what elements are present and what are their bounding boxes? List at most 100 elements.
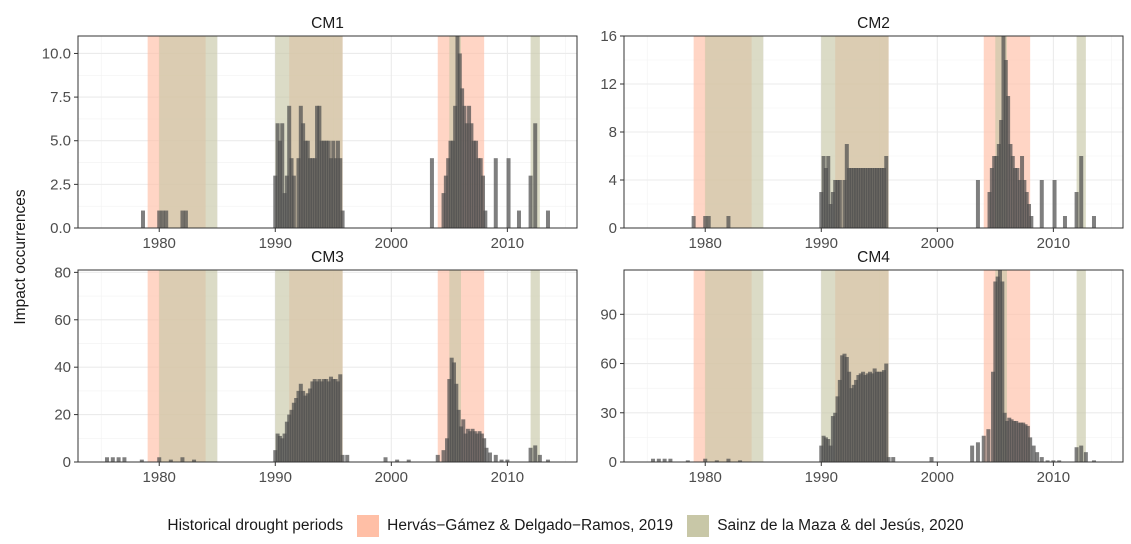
impact-bar	[333, 379, 338, 462]
impact-bar	[996, 144, 1001, 228]
impact-bar	[1014, 420, 1019, 462]
impact-bar	[277, 435, 282, 462]
impact-bar	[886, 457, 891, 462]
legend-item-sainz: Sainz de la Maza & del Jesús, 2020	[687, 515, 964, 537]
impact-bar	[837, 379, 842, 462]
impact-bar	[478, 158, 483, 228]
impact-bar	[826, 156, 831, 228]
y-tick-label: 5.0	[50, 133, 71, 150]
impact-bar	[139, 459, 144, 462]
impact-bar	[1004, 420, 1009, 462]
impact-bar	[463, 433, 468, 462]
impact-bar	[1083, 452, 1088, 462]
impact-bar	[849, 168, 854, 228]
impact-bar	[487, 452, 492, 462]
impact-bar	[273, 450, 278, 462]
impact-bar	[830, 416, 835, 462]
impact-bar	[1051, 460, 1056, 462]
impact-bar	[324, 379, 329, 462]
impact-bar	[870, 168, 875, 228]
impact-bar	[1000, 281, 1005, 462]
impact-bar	[310, 158, 315, 228]
panel-cm1: CM1 0.0 2.5 5.0 7.5 10.0 1980 1990 2000 2010	[42, 15, 578, 252]
y-tick-label: 80	[54, 264, 71, 281]
impact-bar	[465, 428, 470, 462]
impact-bar	[714, 460, 719, 462]
impact-bar	[863, 168, 868, 228]
impact-bar	[183, 210, 188, 228]
impact-bar	[303, 395, 308, 462]
impact-bar	[331, 379, 336, 462]
x-tick-label: 2010	[491, 469, 524, 486]
impact-bar	[456, 409, 461, 462]
impact-bar	[891, 457, 896, 462]
x-tick-label: 1990	[805, 235, 838, 252]
impact-bar	[874, 371, 879, 462]
impact-bar	[865, 373, 870, 462]
impact-bar	[1062, 216, 1067, 228]
impact-bar	[479, 433, 484, 462]
impact-bar	[469, 123, 474, 228]
impact-bar	[840, 355, 845, 462]
impact-bar	[1007, 417, 1012, 462]
impact-bar	[335, 140, 340, 228]
impact-bar	[881, 370, 886, 462]
impact-bar	[340, 210, 345, 228]
impact-bar	[545, 210, 550, 228]
impact-bar	[1027, 204, 1032, 228]
impact-bar	[842, 353, 847, 462]
legend-title: Historical drought periods	[167, 517, 344, 534]
impact-bar	[1025, 425, 1030, 462]
impact-bar	[1045, 460, 1050, 462]
impact-bar	[884, 363, 889, 462]
impact-bar	[446, 158, 451, 228]
impact-bar	[868, 168, 873, 228]
y-axis-label: Impact occurrences	[12, 189, 29, 324]
legend-swatch-herva	[357, 515, 380, 537]
drought-period-band	[705, 36, 764, 228]
impact-bar	[1029, 216, 1034, 228]
impact-bar	[685, 460, 690, 462]
impact-bar	[305, 393, 310, 462]
y-tick-label: 90	[600, 306, 617, 323]
impact-bar	[406, 459, 411, 462]
impact-bar	[1003, 60, 1008, 228]
drought-period-band	[530, 270, 540, 462]
impact-bar	[450, 140, 455, 228]
impact-bar	[865, 168, 870, 228]
impact-bar	[994, 156, 999, 228]
impact-bar	[1057, 460, 1062, 462]
impact-bar	[533, 445, 538, 462]
impact-bar	[1020, 156, 1025, 228]
impact-bar	[1024, 192, 1029, 228]
impact-bar	[462, 105, 467, 228]
impact-bar	[458, 426, 463, 462]
impact-bar	[168, 459, 173, 462]
drought-period-band	[1076, 36, 1086, 228]
impact-bar	[851, 168, 856, 228]
impact-bar	[844, 144, 849, 228]
impact-bar	[282, 433, 287, 462]
impact-bar	[289, 409, 294, 462]
impact-bar	[277, 140, 282, 228]
impact-bar	[726, 216, 731, 228]
impact-bar	[1079, 156, 1084, 228]
impact-bar	[280, 123, 285, 228]
panel-title-cm1: CM1	[311, 15, 344, 32]
impact-bar	[284, 421, 289, 462]
x-tick-label: 1990	[259, 469, 292, 486]
impact-bar	[842, 180, 847, 228]
impact-bar	[528, 447, 533, 462]
panel-cm4: CM4 0 30 60 90 1980 1990 2000 2010	[600, 249, 1124, 486]
impact-bar	[305, 140, 310, 228]
impact-bar	[854, 379, 859, 462]
impact-bar	[861, 371, 866, 462]
impact-bar	[1006, 96, 1011, 228]
impact-bar	[335, 381, 340, 462]
impact-bar	[651, 458, 656, 462]
y-tick-label: 4	[609, 172, 617, 189]
impact-bar	[1015, 168, 1020, 228]
impact-bar	[847, 371, 852, 462]
impact-bar	[476, 158, 481, 228]
